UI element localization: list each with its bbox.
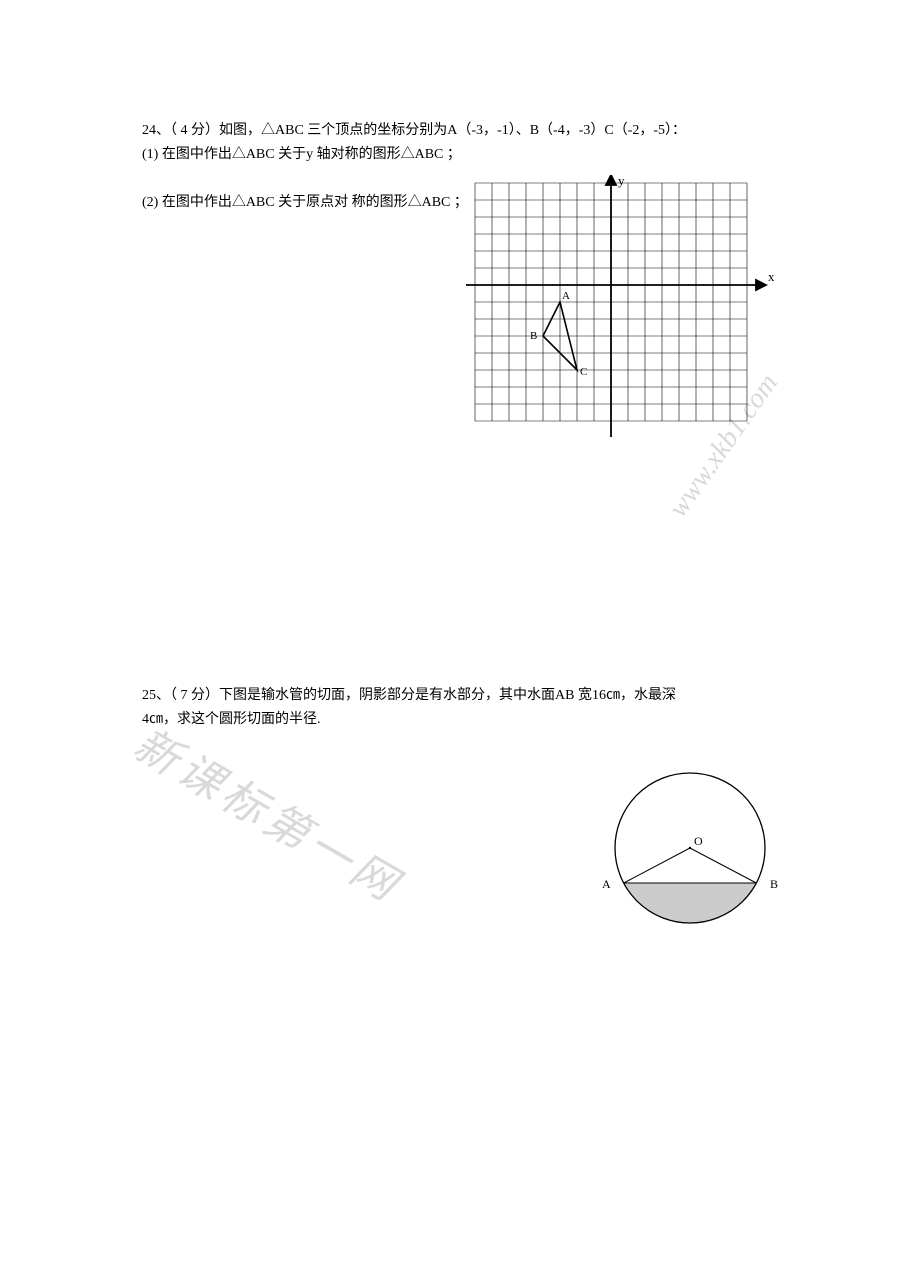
q25-points: （ 7 分） [170,688,219,703]
q24-number: 24、 [142,123,170,138]
page: www.xkb1.com 新课标第一网 24、（ 4 分）如图，△ABC 三个顶… [0,0,920,1277]
center-dot [689,847,691,849]
axes [466,175,766,437]
label-b: B [770,877,778,891]
label-o: O [694,834,703,848]
vertex-label-a: A [562,290,570,302]
axis-label-y: y [618,175,625,188]
axis-label-x: x [768,269,775,284]
q24-figure: x y A B C [466,175,776,447]
q24-part2: (2) 在图中作出△ABC 关于原点对 称的图形△ABC ； [142,192,468,214]
q25-line2: 4㎝，求这个圆形切面的半径. [142,709,321,731]
q24-line1: 24、（ 4 分）如图，△ABC 三个顶点的坐标分别为A（-3，-1）、B（-4… [142,120,686,142]
q25-figure: O A B [590,758,790,938]
q25-stem1: 下图是输水管的切面，阴影部分是有水部分，其中水面AB 宽16㎝，水最深 [219,688,676,703]
vertex-label-b: B [530,330,537,342]
watermark-cn: 新课标第一网 [124,709,416,914]
q25-number: 25、 [142,688,170,703]
label-a: A [602,877,611,891]
vertex-label-c: C [580,366,587,378]
water-segment [624,883,757,923]
radius-oa [624,848,690,883]
radius-ob [690,848,756,883]
q24-points: （ 4 分） [170,123,219,138]
q24-stem: 如图，△ABC 三个顶点的坐标分别为A（-3，-1）、B（-4，-3）C（-2，… [219,123,686,138]
q25-line1: 25、（ 7 分）下图是输水管的切面，阴影部分是有水部分，其中水面AB 宽16㎝… [142,685,676,707]
q24-part1: (1) 在图中作出△ABC 关于y 轴对称的图形△ABC ； [142,144,461,166]
